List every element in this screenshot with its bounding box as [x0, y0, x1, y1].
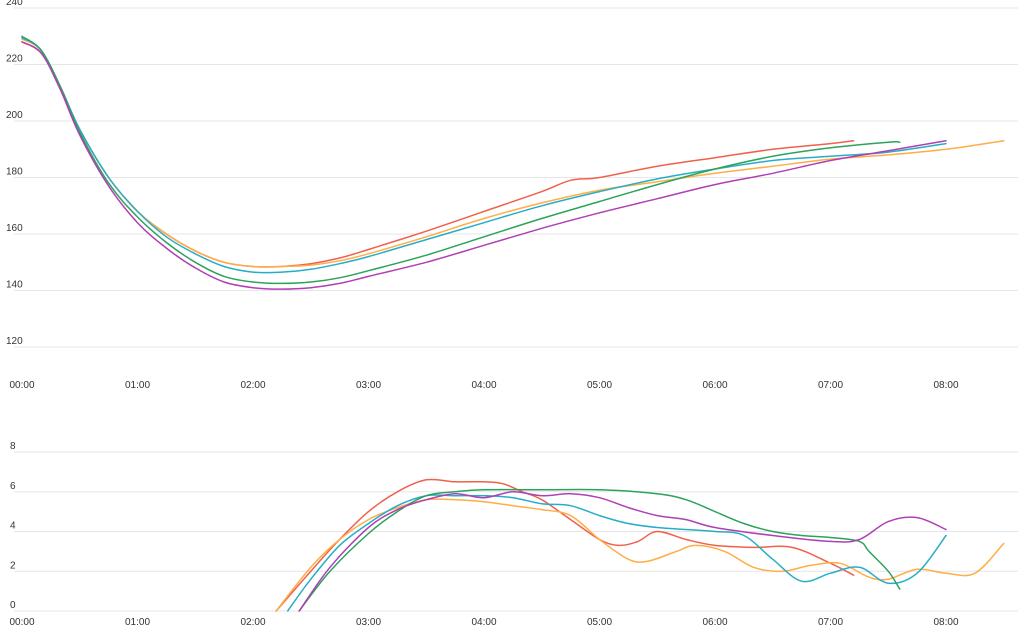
x-tick-label: 07:00	[818, 617, 843, 628]
y-tick-label: 180	[6, 167, 23, 178]
x-tick-label: 00:00	[9, 380, 34, 391]
y-tick-label: 4	[10, 521, 16, 532]
y-tick-label: 8	[10, 441, 16, 452]
x-tick-label: 04:00	[471, 380, 496, 391]
series-line-5	[21, 41, 947, 290]
series-line-2	[275, 498, 1005, 612]
x-tick-label: 08:00	[933, 380, 958, 391]
series-line-1	[275, 478, 855, 612]
x-tick-label: 02:00	[240, 617, 265, 628]
y-tick-label: 2	[10, 560, 16, 571]
series-line-4	[21, 35, 901, 285]
x-tick-label: 03:00	[356, 617, 381, 628]
series-line-4	[298, 488, 901, 612]
x-tick-label: 02:00	[240, 380, 265, 391]
series-line-5	[298, 491, 947, 612]
x-tick-label: 00:00	[9, 617, 34, 628]
x-tick-label: 03:00	[356, 380, 381, 391]
x-tick-label: 07:00	[818, 380, 843, 391]
y-tick-label: 200	[6, 110, 23, 121]
x-tick-label: 05:00	[587, 617, 612, 628]
x-tick-label: 06:00	[702, 380, 727, 391]
y-tick-label: 240	[6, 0, 23, 8]
y-tick-label: 140	[6, 280, 23, 291]
x-tick-label: 01:00	[125, 617, 150, 628]
chart-1: 120 140 160 180 200 220 240 00:00 01:00 02:00 03:0…	[6, 0, 1018, 391]
x-tick-label: 04:00	[471, 617, 496, 628]
y-tick-label: 6	[10, 481, 16, 492]
x-tick-label: 06:00	[702, 617, 727, 628]
x-tick-label: 05:00	[587, 380, 612, 391]
y-tick-label: 220	[6, 54, 23, 65]
series-line-3	[286, 494, 947, 612]
y-tick-label: 0	[10, 600, 16, 611]
chart-2: 0 2 4 6 8 00:00 01:00 02:00 03:00 04:00 05:00 06:00…	[9, 441, 1018, 628]
x-tick-label: 08:00	[933, 617, 958, 628]
x-tick-label: 01:00	[125, 380, 150, 391]
y-tick-label: 160	[6, 223, 23, 234]
y-tick-label: 120	[6, 336, 23, 347]
series-line-2	[21, 38, 1005, 268]
